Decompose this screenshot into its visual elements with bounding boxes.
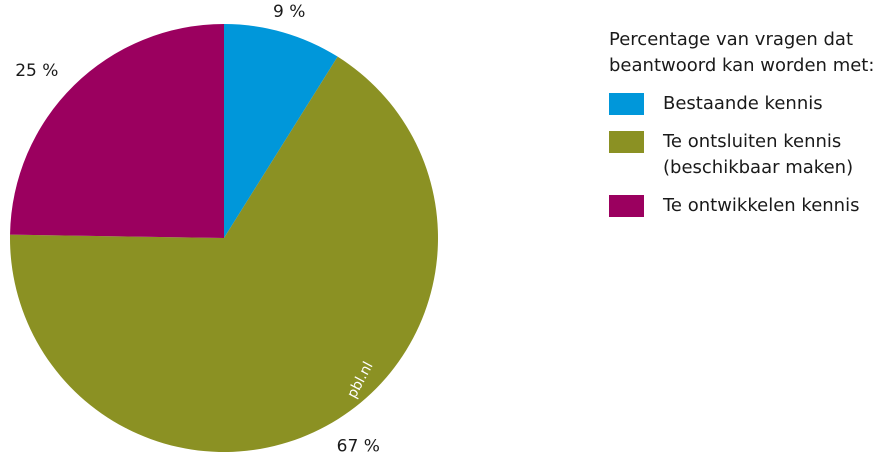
legend-item-te-ontsluiten-kennis: Te ontsluiten kennis (beschikbaar maken) bbox=[609, 129, 884, 181]
legend-title: Percentage van vragen dat beantwoord kan… bbox=[609, 29, 875, 76]
pie-slice-te-ontsluiten-kennis bbox=[9, 56, 438, 453]
legend-label-bestaande-kennis: Bestaande kennis bbox=[663, 93, 823, 114]
legend-swatch-te-ontsluiten-kennis bbox=[609, 131, 644, 153]
legend-label-te-ontsluiten-kennis-line2: (beschikbaar maken) bbox=[663, 157, 854, 178]
pie-chart: 9 %67 %25 % pbl.nl bbox=[9, 2, 438, 456]
slice-label-te-ontwikkelen-kennis: 25 % bbox=[15, 61, 58, 81]
slice-label-te-ontsluiten-kennis: 67 % bbox=[337, 436, 380, 456]
legend-label-te-ontwikkelen-kennis: Te ontwikkelen kennis bbox=[663, 195, 860, 216]
legend-item-te-ontwikkelen-kennis: Te ontwikkelen kennis bbox=[609, 193, 884, 219]
legend-swatch-te-ontwikkelen-kennis bbox=[609, 195, 644, 217]
legend-label-te-ontsluiten-kennis-line1: Te ontsluiten kennis bbox=[663, 131, 842, 152]
pie-slice-bestaande-kennis bbox=[224, 24, 338, 238]
pie-slice-te-ontwikkelen-kennis bbox=[10, 24, 225, 238]
pie-labels: 9 % 67 % 25 % bbox=[15, 2, 380, 456]
legend: Percentage van vragen dat beantwoord kan… bbox=[609, 27, 884, 231]
pie-slices bbox=[9, 24, 438, 453]
legend-swatch-bestaande-kennis bbox=[609, 93, 644, 115]
slice-label-bestaande-kennis: 9 % bbox=[273, 2, 305, 22]
legend-item-bestaande-kennis: Bestaande kennis bbox=[609, 91, 884, 117]
